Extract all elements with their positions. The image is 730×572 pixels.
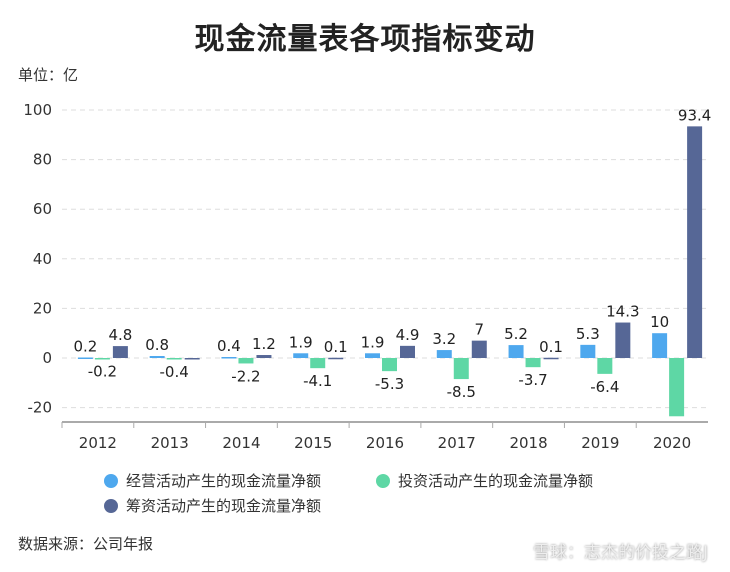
x-tick-label: 2020 <box>653 434 691 452</box>
watermark: 雪球：志杰的价投之路J <box>532 543 708 563</box>
data-label: 0.8 <box>145 336 169 354</box>
data-label: 1.2 <box>252 335 276 353</box>
data-label: -6.4 <box>590 378 619 396</box>
y-tick-label: -20 <box>28 399 53 417</box>
x-tick-label: 2018 <box>509 434 547 452</box>
x-tick-label: 2017 <box>438 434 476 452</box>
data-label: 0.1 <box>324 338 348 356</box>
bar-1-2018 <box>525 358 541 368</box>
bar-1-2019 <box>597 358 613 374</box>
data-label: 4.9 <box>396 326 420 344</box>
data-label: -2.2 <box>231 367 260 385</box>
bar-2-2012 <box>112 346 128 358</box>
data-label: 93.4 <box>678 106 711 124</box>
chart-title: 现金流量表各项指标变动 <box>194 22 536 57</box>
bar-2-2013 <box>184 358 200 360</box>
data-label: 0.4 <box>217 337 241 355</box>
y-tick-label: 100 <box>23 101 52 119</box>
data-label: 7 <box>475 321 485 339</box>
data-label: 14.3 <box>606 303 639 321</box>
bar-1-2014 <box>238 358 254 364</box>
bar-1-2017 <box>453 358 469 380</box>
x-tick-label: 2016 <box>366 434 404 452</box>
bar-1-2013 <box>166 358 182 360</box>
data-label: 0.2 <box>73 338 97 356</box>
legend-swatch <box>376 473 390 488</box>
y-tick-label: 20 <box>33 299 52 317</box>
legend-label: 投资活动产生的现金流量净额 <box>398 472 594 490</box>
source-note: 数据来源：公司年报 <box>18 535 154 553</box>
data-label: -0.2 <box>88 362 117 380</box>
bar-0-2019 <box>580 344 596 358</box>
x-tick-label: 2012 <box>79 434 117 452</box>
data-label: -3.7 <box>518 371 547 389</box>
y-tick-label: 60 <box>33 200 52 218</box>
bar-1-2015 <box>310 358 326 369</box>
bar-2-2019 <box>615 322 631 358</box>
y-tick-label: 80 <box>33 151 52 169</box>
bar-1-2020 <box>669 358 685 417</box>
bar-2-2017 <box>471 340 487 358</box>
legend-label: 筹资活动产生的现金流量净额 <box>126 497 322 515</box>
data-label: -8.5 <box>447 383 476 401</box>
legend-item-operating[interactable]: 经营活动产生的现金流量净额 <box>104 470 321 491</box>
bar-0-2013 <box>149 356 165 358</box>
bar-0-2015 <box>293 353 309 358</box>
legend-item-financing[interactable]: 筹资活动产生的现金流量净额 <box>104 495 321 516</box>
data-label: 3.2 <box>432 330 456 348</box>
data-label: 1.9 <box>361 333 385 351</box>
bar-0-2014 <box>221 357 237 359</box>
legend-swatch <box>104 473 118 488</box>
bar-2-2014 <box>256 355 272 358</box>
bar-0-2016 <box>365 353 380 358</box>
x-tick-label: 2019 <box>581 434 619 452</box>
x-tick-label: 2014 <box>222 434 260 452</box>
x-tick-label: 2015 <box>294 434 332 452</box>
bar-0-2020 <box>652 333 668 358</box>
data-label: 0.1 <box>539 338 563 356</box>
y-tick-label: 40 <box>33 250 52 268</box>
bar-2-2020 <box>687 126 703 358</box>
legend-swatch <box>104 498 118 513</box>
bar-1-2016 <box>382 358 397 372</box>
data-label: -5.3 <box>375 375 404 393</box>
bar-0-2018 <box>508 345 524 358</box>
data-label: -0.4 <box>160 363 189 381</box>
data-label: -4.1 <box>303 372 332 390</box>
bar-2-2015 <box>328 357 344 360</box>
y-tick-label: 0 <box>42 349 52 367</box>
bar-0-2017 <box>436 350 452 358</box>
data-label: 10 <box>650 313 669 331</box>
x-tick-label: 2013 <box>151 434 189 452</box>
bar-2-2016 <box>400 345 415 358</box>
legend-label: 经营活动产生的现金流量净额 <box>126 472 322 490</box>
bar-2-2018 <box>543 357 559 360</box>
legend-item-investing[interactable]: 投资活动产生的现金流量净额 <box>376 470 593 491</box>
data-label: 1.9 <box>289 333 313 351</box>
data-label: 5.3 <box>576 325 600 343</box>
data-label: 4.8 <box>108 326 132 344</box>
unit-label: 单位：亿 <box>18 66 79 84</box>
data-label: 5.2 <box>504 325 528 343</box>
bar-1-2012 <box>94 358 110 360</box>
bar-0-2012 <box>77 357 93 360</box>
